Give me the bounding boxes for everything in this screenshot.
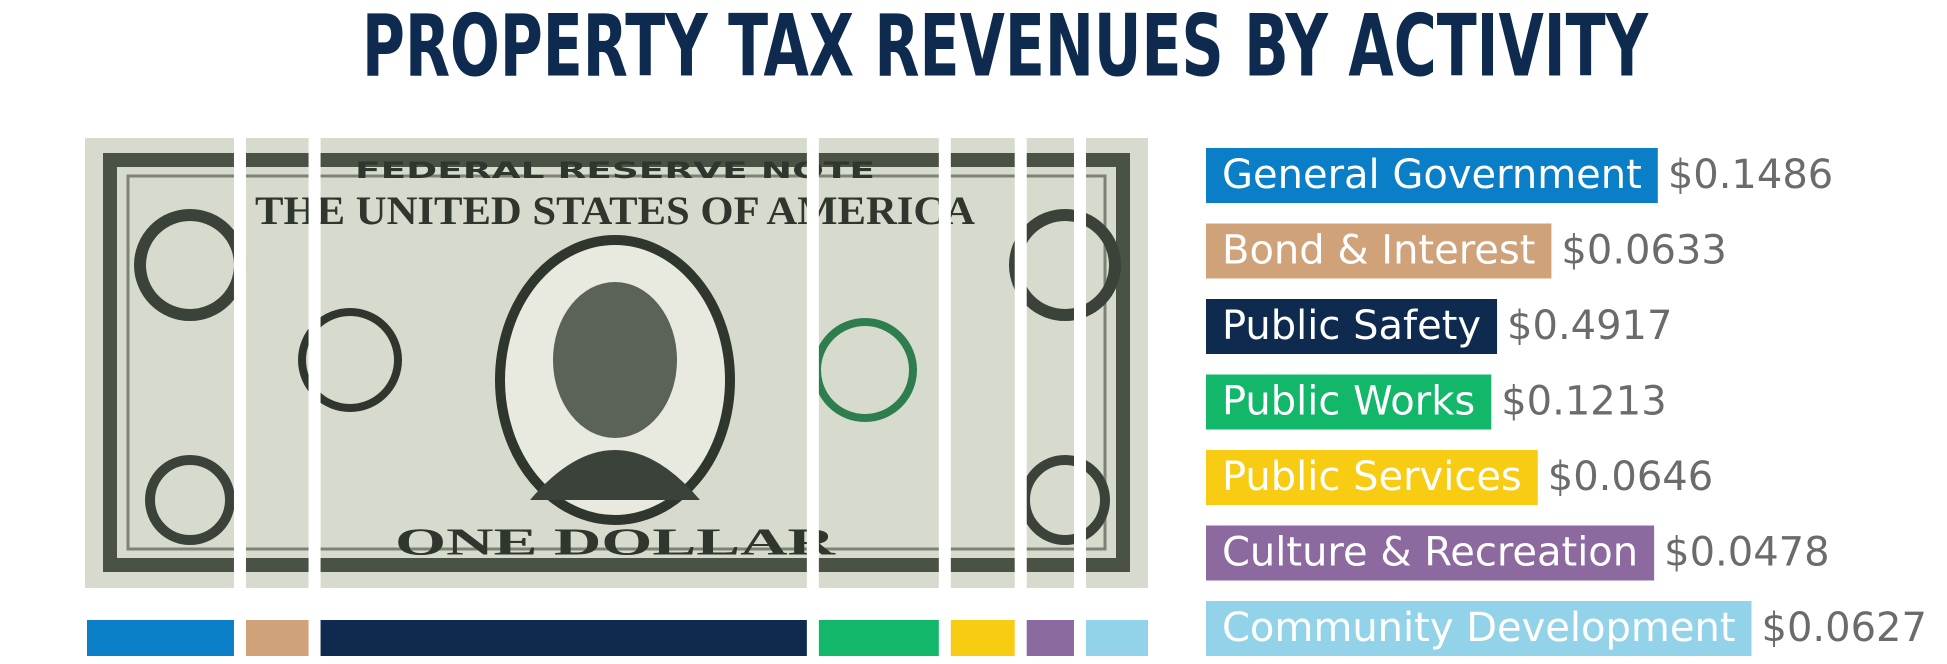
corner-seal bbox=[145, 455, 235, 545]
legend-label: Community Development bbox=[1222, 605, 1736, 651]
value-label: $0.1486 bbox=[1668, 152, 1833, 198]
value-label: $0.0478 bbox=[1664, 530, 1829, 576]
legend-label: Public Safety bbox=[1222, 303, 1481, 349]
bill-gap bbox=[938, 125, 951, 600]
legend-swatch bbox=[1206, 374, 1492, 430]
bill-header: FEDERAL RESERVE NOTE bbox=[355, 159, 875, 184]
value-label: $0.0627 bbox=[1762, 605, 1927, 651]
chart-title: PROPERTY TAX REVENUES BY ACTIVITY bbox=[362, 0, 1649, 96]
bill-inner-border bbox=[126, 174, 1107, 551]
portrait-shoulders bbox=[530, 450, 700, 500]
legend-label: Culture & Recreation bbox=[1222, 530, 1638, 576]
legend: General Government $0.1486 Bond & Interest… bbox=[1206, 148, 1927, 656]
legend-swatch bbox=[1206, 450, 1538, 505]
bar bbox=[245, 620, 309, 656]
bar bbox=[1026, 620, 1074, 656]
bill-border bbox=[103, 153, 1130, 572]
value-label: $0.0633 bbox=[1561, 228, 1726, 274]
legend-swatch bbox=[1206, 148, 1658, 203]
bill-gap bbox=[308, 125, 321, 600]
legend-label: General Government bbox=[1222, 152, 1642, 198]
value-label: $0.1213 bbox=[1501, 379, 1666, 425]
bar bbox=[818, 620, 939, 656]
bar bbox=[950, 620, 1015, 656]
value-label: $0.4917 bbox=[1507, 303, 1672, 349]
bill-gap bbox=[1073, 125, 1086, 600]
bill-gaps bbox=[233, 125, 1086, 600]
portrait bbox=[553, 282, 677, 438]
legend-swatch bbox=[1206, 299, 1498, 354]
legend-swatch bbox=[1206, 223, 1552, 279]
bar bbox=[320, 620, 807, 656]
bill-country: THE UNITED STATES OF AMERICA bbox=[255, 188, 975, 233]
bars bbox=[87, 620, 1148, 656]
bill-gap bbox=[233, 125, 246, 600]
bar bbox=[1085, 620, 1148, 656]
bar bbox=[87, 620, 234, 656]
legend-label: Public Works bbox=[1222, 379, 1475, 425]
bill-gap bbox=[806, 125, 819, 600]
bill-denomination: ONE DOLLAR bbox=[395, 522, 836, 564]
reserve-seal bbox=[298, 308, 402, 412]
value-label: $0.0646 bbox=[1548, 454, 1713, 500]
legend-swatch bbox=[1206, 525, 1655, 581]
bill-gap bbox=[1014, 125, 1027, 600]
legend-label: Bond & Interest bbox=[1222, 228, 1535, 274]
legend-label: Public Services bbox=[1222, 454, 1522, 500]
legend-swatch bbox=[1206, 601, 1752, 656]
